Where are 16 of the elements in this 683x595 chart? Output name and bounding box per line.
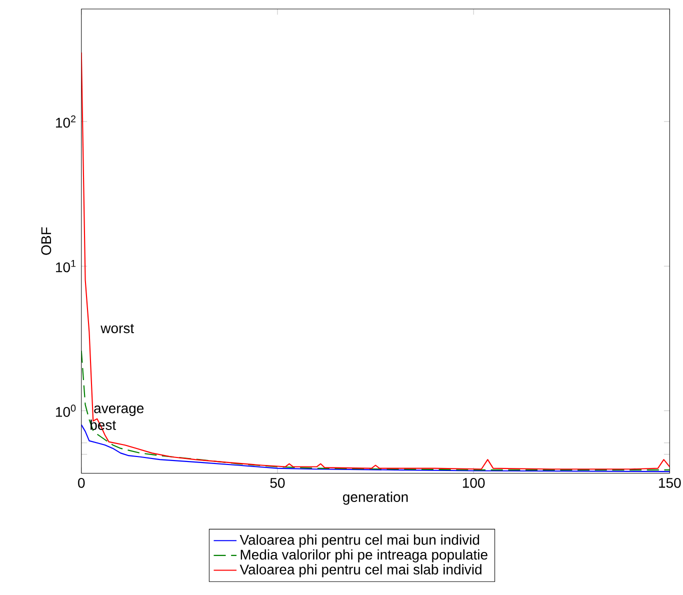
y-tick-label: 10$^{1}$ bbox=[56, 260, 76, 272]
y-axis-title: OBF bbox=[41, 227, 52, 255]
x-tick-label: 100 bbox=[462, 478, 485, 488]
legend-label: Valoarea phi pentru cel mai bun individ bbox=[240, 534, 480, 548]
x-axis-title: generation bbox=[343, 492, 408, 505]
legend-label: Valoarea phi pentru cel mai slab individ bbox=[240, 564, 482, 578]
x-tick-label: 150 bbox=[659, 478, 681, 488]
line-series bbox=[81, 52, 670, 470]
annotation: worst bbox=[100, 324, 134, 334]
legend-label: Media valorilor phi pe intreaga populatie bbox=[240, 549, 488, 562]
y-tick-label: 10$^{0}$ bbox=[56, 404, 76, 417]
y-tick-label: 10$^{2}$ bbox=[56, 115, 76, 128]
x-tick-label: 0 bbox=[78, 478, 85, 488]
x-tick-label: 50 bbox=[270, 478, 285, 488]
line-series bbox=[81, 350, 670, 470]
annotation: average bbox=[94, 405, 144, 416]
